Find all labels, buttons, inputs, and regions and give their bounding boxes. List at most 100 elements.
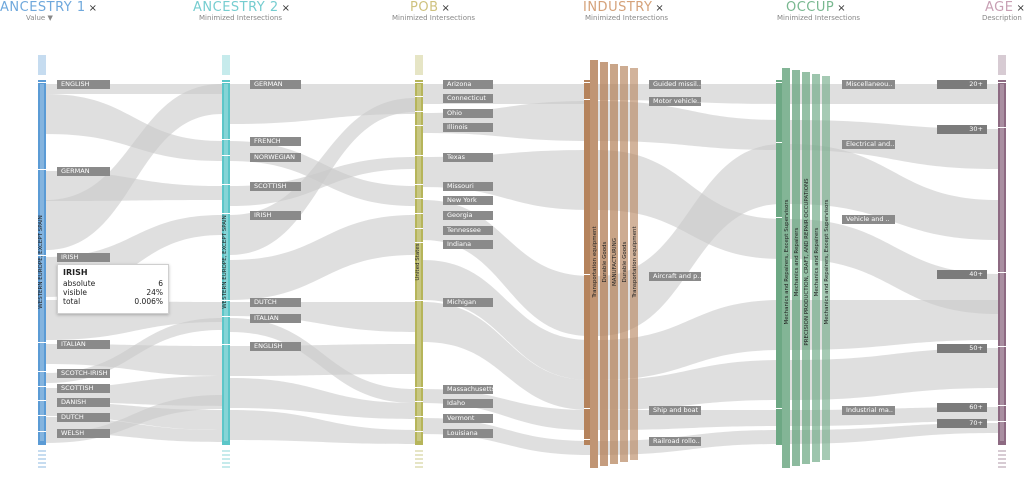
category-label-3-0[interactable]: Guided missil.. bbox=[649, 80, 701, 89]
category-tick bbox=[415, 401, 423, 402]
category-label-1-1[interactable]: FRENCH bbox=[250, 137, 301, 146]
category-label-0-7[interactable]: DUTCH bbox=[57, 413, 110, 422]
category-label-0-4[interactable]: SCOTCH-IRISH bbox=[57, 369, 110, 378]
axis-group-label: Mechanics and Repairers, Except Supervis… bbox=[824, 199, 830, 324]
category-label-0-0[interactable]: ENGLISH bbox=[57, 80, 110, 89]
axis-overflow-bottom bbox=[998, 462, 1006, 464]
close-icon[interactable]: × bbox=[441, 3, 451, 14]
dimension-title-3[interactable]: INDUSTRY × bbox=[583, 0, 664, 15]
dimension-title-text[interactable]: POB bbox=[410, 0, 439, 15]
category-label-2-10[interactable]: Michigan bbox=[443, 298, 493, 307]
category-label-1-5[interactable]: DUTCH bbox=[250, 298, 301, 307]
category-label-5-2[interactable]: 40+ bbox=[937, 270, 987, 279]
category-label-3-1[interactable]: Motor vehicle.. bbox=[649, 97, 701, 106]
category-label-0-6[interactable]: DANISH bbox=[57, 398, 110, 407]
axis-overflow-bottom bbox=[415, 450, 423, 452]
category-label-4-2[interactable]: Vehicle and .. bbox=[842, 215, 895, 224]
close-icon[interactable]: × bbox=[655, 3, 665, 14]
axis-group-label: United States bbox=[415, 243, 421, 280]
axis-group-label: Transportation equipment bbox=[592, 226, 598, 299]
dimension-title-5[interactable]: AGE × bbox=[985, 0, 1024, 15]
category-label-1-0[interactable]: GERMAN bbox=[250, 80, 301, 89]
axis-overflow-bottom bbox=[222, 462, 230, 464]
axis-overflow-top bbox=[415, 55, 423, 75]
category-label-2-6[interactable]: New York bbox=[443, 196, 493, 205]
dimension-sort-0[interactable]: Value ▼ bbox=[26, 14, 53, 22]
ribbon-43 bbox=[790, 348, 998, 400]
category-label-2-8[interactable]: Tennessee bbox=[443, 226, 493, 235]
dimension-title-text[interactable]: ANCESTRY 1 bbox=[0, 0, 86, 15]
ribbon-29 bbox=[423, 418, 590, 455]
ribbon-3 bbox=[46, 84, 222, 250]
close-icon[interactable]: × bbox=[88, 3, 98, 14]
category-label-2-2[interactable]: Ohio bbox=[443, 109, 493, 118]
close-icon[interactable]: × bbox=[281, 3, 291, 14]
dimension-title-text[interactable]: ANCESTRY 2 bbox=[193, 0, 279, 15]
category-tick bbox=[415, 125, 423, 126]
category-label-5-4[interactable]: 60+ bbox=[937, 403, 987, 412]
dimension-sort-5[interactable]: Description ▲ bbox=[982, 14, 1024, 22]
category-label-2-14[interactable]: Louisiana bbox=[443, 429, 493, 438]
dimension-title-2[interactable]: POB × bbox=[410, 0, 450, 15]
category-label-5-5[interactable]: 70+ bbox=[937, 419, 987, 428]
category-label-1-7[interactable]: ENGLISH bbox=[250, 342, 301, 351]
category-label-2-4[interactable]: Texas bbox=[443, 153, 493, 162]
category-label-2-7[interactable]: Georgia bbox=[443, 211, 493, 220]
category-label-0-3[interactable]: ITALIAN bbox=[57, 340, 110, 349]
category-tick bbox=[584, 274, 590, 275]
category-label-2-9[interactable]: Indiana bbox=[443, 240, 493, 249]
category-label-1-4[interactable]: IRISH bbox=[250, 211, 301, 220]
category-tick bbox=[38, 255, 46, 256]
category-label-1-6[interactable]: ITALIAN bbox=[250, 314, 301, 323]
category-tick bbox=[415, 431, 423, 432]
dimension-title-text[interactable]: INDUSTRY bbox=[583, 0, 653, 15]
dimension-title-text[interactable]: OCCUP bbox=[786, 0, 835, 15]
axis-bar-segment bbox=[630, 68, 638, 460]
category-label-4-3[interactable]: Industrial ma.. bbox=[842, 406, 895, 415]
category-label-2-0[interactable]: Arizona bbox=[443, 80, 493, 89]
category-label-2-11[interactable]: Massachusetts bbox=[443, 385, 493, 394]
dimension-sort-1[interactable]: Minimized Intersections bbox=[199, 14, 283, 22]
axis-bar-inner bbox=[40, 84, 44, 441]
category-label-4-0[interactable]: Miscellaneou.. bbox=[842, 80, 895, 89]
category-label-4-1[interactable]: Electrical and.. bbox=[842, 140, 895, 149]
category-label-1-3[interactable]: SCOTTISH bbox=[250, 182, 301, 191]
category-label-5-0[interactable]: 20+ bbox=[937, 80, 987, 89]
dimension-title-4[interactable]: OCCUP × bbox=[786, 0, 846, 15]
category-label-2-1[interactable]: Connecticut bbox=[443, 94, 493, 103]
ribbon-21 bbox=[230, 410, 415, 444]
category-label-2-5[interactable]: Missouri bbox=[443, 182, 493, 191]
category-tick bbox=[415, 96, 423, 97]
category-tick bbox=[415, 155, 423, 156]
category-label-1-2[interactable]: NORWEGIAN bbox=[250, 153, 301, 162]
close-icon[interactable]: × bbox=[837, 3, 847, 14]
category-tick bbox=[222, 82, 230, 83]
category-label-0-8[interactable]: WELSH bbox=[57, 429, 110, 438]
close-icon[interactable]: × bbox=[1016, 3, 1024, 14]
dimension-sort-3[interactable]: Minimized Intersections bbox=[585, 14, 669, 22]
category-label-5-1[interactable]: 30+ bbox=[937, 125, 987, 134]
ribbon-10 bbox=[46, 417, 222, 442]
axis-3: Transportation equipment Durable Goods MAN… bbox=[584, 60, 638, 468]
category-label-0-2[interactable]: IRISH bbox=[57, 253, 110, 262]
axis-group-label: MANUFACTURING bbox=[612, 238, 618, 286]
category-tick bbox=[415, 300, 423, 301]
category-label-3-2[interactable]: Aircraft and p.. bbox=[649, 272, 701, 281]
dimension-sort-2[interactable]: Minimized Intersections bbox=[392, 14, 476, 22]
category-label-0-5[interactable]: SCOTTISH bbox=[57, 384, 110, 393]
category-label-5-3[interactable]: 50+ bbox=[937, 344, 987, 353]
dimension-sort-4[interactable]: Minimized Intersections bbox=[777, 14, 861, 22]
category-label-2-3[interactable]: Illinois bbox=[443, 123, 493, 132]
dimension-title-1[interactable]: ANCESTRY 2 × bbox=[193, 0, 291, 15]
category-label-2-12[interactable]: Idaho bbox=[443, 399, 493, 408]
category-tick bbox=[38, 342, 46, 343]
category-label-0-1[interactable]: GERMAN bbox=[57, 167, 110, 176]
ribbon-41 bbox=[790, 219, 998, 314]
category-label-3-3[interactable]: Ship and boat .. bbox=[649, 406, 701, 415]
dimension-title-0[interactable]: ANCESTRY 1 × bbox=[0, 0, 98, 15]
category-label-3-4[interactable]: Railroad rollo.. bbox=[649, 437, 701, 446]
axis-4: Mechanics and Repairers, Except Supervis… bbox=[776, 68, 830, 468]
dimension-title-text[interactable]: AGE bbox=[985, 0, 1014, 15]
category-label-2-13[interactable]: Vermont bbox=[443, 414, 493, 423]
